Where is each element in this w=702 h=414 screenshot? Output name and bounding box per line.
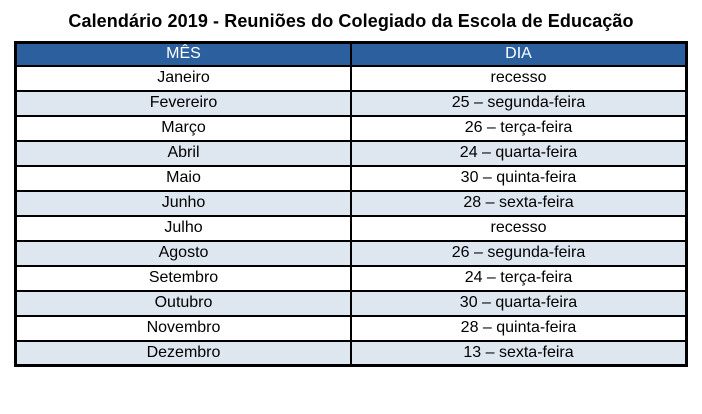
table-body: Janeiro recesso Fevereiro 25 – segunda-feir… (14, 64, 688, 367)
cell-mes: Janeiro (14, 64, 352, 92)
cell-dia: recesso (350, 64, 688, 92)
cell-dia: 30 – quarta-feira (350, 289, 688, 317)
cell-dia: 25 – segunda-feira (350, 89, 688, 117)
table-row: Janeiro recesso (14, 64, 688, 92)
cell-mes: Setembro (14, 264, 352, 292)
cell-mes: Fevereiro (14, 89, 352, 117)
cell-mes: Março (14, 114, 352, 142)
header-row: MÊS DIA (14, 41, 688, 67)
cell-mes: Dezembro (14, 339, 352, 367)
cell-dia: 26 – terça-feira (350, 114, 688, 142)
calendar-table: MÊS DIA Janeiro recesso Fevereiro 25 – segu… (14, 41, 688, 367)
cell-mes: Julho (14, 214, 352, 242)
table-row: Maio 30 – quinta-feira (14, 164, 688, 192)
header-cell-dia: DIA (350, 41, 688, 67)
cell-dia: 30 – quinta-feira (350, 164, 688, 192)
cell-dia: 24 – quarta-feira (350, 139, 688, 167)
cell-mes: Junho (14, 189, 352, 217)
table-row: Fevereiro 25 – segunda-feira (14, 89, 688, 117)
table-row: Novembro 28 – quinta-feira (14, 314, 688, 342)
cell-dia: 28 – sexta-feira (350, 189, 688, 217)
table-row: Dezembro 13 – sexta-feira (14, 339, 688, 367)
cell-mes: Outubro (14, 289, 352, 317)
table-row: Julho recesso (14, 214, 688, 242)
table-row: Agosto 26 – segunda-feira (14, 239, 688, 267)
cell-dia: 28 – quinta-feira (350, 314, 688, 342)
page-title: Calendário 2019 - Reuniões do Colegiado … (68, 11, 634, 31)
header-cell-mes: MÊS (14, 41, 352, 67)
table-row: Março 26 – terça-feira (14, 114, 688, 142)
cell-dia: 24 – terça-feira (350, 264, 688, 292)
table-row: Setembro 24 – terça-feira (14, 264, 688, 292)
cell-mes: Novembro (14, 314, 352, 342)
cell-mes: Abril (14, 139, 352, 167)
table-row: Junho 28 – sexta-feira (14, 189, 688, 217)
table-row: Abril 24 – quarta-feira (14, 139, 688, 167)
cell-mes: Maio (14, 164, 352, 192)
table-row: Outubro 30 – quarta-feira (14, 289, 688, 317)
cell-dia: 26 – segunda-feira (350, 239, 688, 267)
cell-mes: Agosto (14, 239, 352, 267)
cell-dia: recesso (350, 214, 688, 242)
cell-dia: 13 – sexta-feira (350, 339, 688, 367)
